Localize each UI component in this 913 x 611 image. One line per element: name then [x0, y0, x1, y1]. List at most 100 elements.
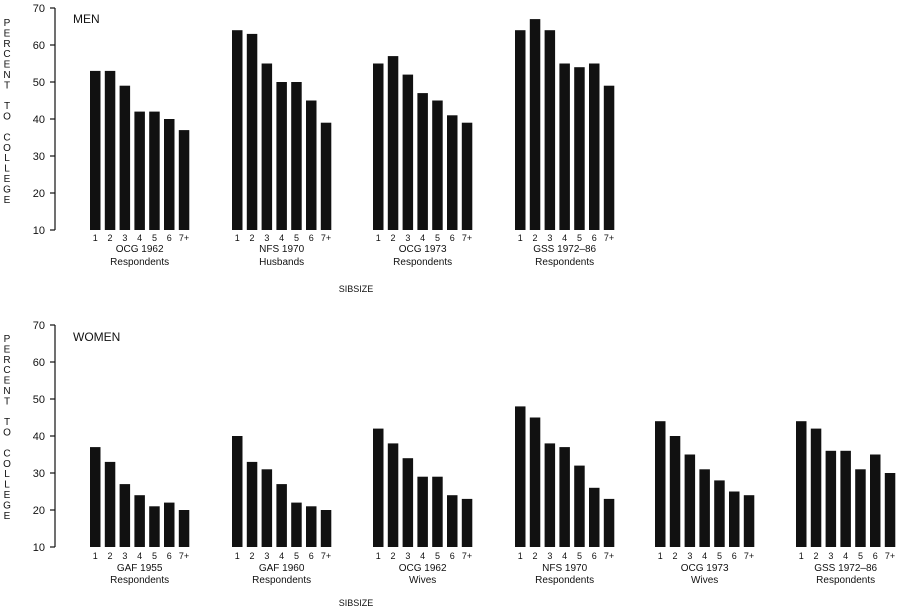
- women-y-axis-title-char: E: [4, 490, 11, 501]
- women-category-label: 2: [250, 551, 255, 561]
- women-category-label: 3: [122, 551, 127, 561]
- men-category-label: 5: [435, 233, 440, 243]
- women-bar: [603, 498, 615, 547]
- men-bar: [529, 19, 541, 230]
- men-category-label: 4: [562, 233, 567, 243]
- men-y-axis-title-char: P: [4, 18, 11, 29]
- women-bar: [714, 480, 725, 547]
- men-group-label: OCG 1962: [116, 244, 164, 255]
- women-bar: [387, 443, 399, 547]
- women-category-label: 1: [235, 551, 240, 561]
- men-bar: [232, 30, 243, 231]
- women-category-label: 7+: [321, 551, 331, 561]
- women-y-axis-title-char: T: [4, 396, 10, 407]
- men-category-label: 4: [137, 233, 142, 243]
- women-bar: [149, 506, 160, 547]
- women-group-label: OCG 1962: [399, 563, 447, 574]
- women-y-axis-title-char: L: [4, 480, 10, 491]
- men-y-tick-label: 50: [33, 77, 45, 89]
- men-category-label: 3: [405, 233, 410, 243]
- men-y-tick-label: 40: [33, 114, 45, 126]
- women-bar: [684, 454, 696, 547]
- men-bar: [603, 85, 615, 230]
- women-category-label: 7+: [179, 551, 189, 561]
- men-category-label: 6: [450, 233, 455, 243]
- women-bar: [655, 421, 666, 547]
- women-bar: [559, 447, 570, 547]
- women-category-label: 3: [828, 551, 833, 561]
- women-y-tick-label: 10: [33, 542, 45, 554]
- women-x-axis-title: SIBSIZE: [339, 598, 374, 608]
- women-category-label: 7+: [604, 551, 614, 561]
- women-bar: [855, 469, 866, 547]
- women-y-axis-title-char: C: [3, 448, 10, 459]
- men-x-axis-title: SIBSIZE: [339, 284, 374, 294]
- men-category-label: 4: [279, 233, 284, 243]
- women-category-label: 5: [577, 551, 582, 561]
- women-category-label: 3: [405, 551, 410, 561]
- men-category-label: 7+: [604, 233, 614, 243]
- women-y-axis-title-char: R: [3, 355, 10, 366]
- women-category-label: 1: [658, 551, 663, 561]
- women-category-label: 2: [814, 551, 819, 561]
- women-category-label: 1: [799, 551, 804, 561]
- women-bar: [825, 450, 837, 547]
- women-bar: [729, 491, 740, 547]
- men-category-label: 7+: [462, 233, 472, 243]
- women-y-axis-title-char: E: [4, 376, 11, 387]
- women-bar: [119, 484, 131, 547]
- women-category-label: 4: [279, 551, 284, 561]
- women-category-label: 4: [702, 551, 707, 561]
- women-category-label: 3: [264, 551, 269, 561]
- women-category-label: 3: [687, 551, 692, 561]
- women-category-label: 6: [309, 551, 314, 561]
- women-y-axis-title-char: E: [4, 344, 11, 355]
- men-group-label: OCG 1973: [399, 244, 447, 255]
- men-category-label: 4: [420, 233, 425, 243]
- men-y-axis-title-char: O: [3, 143, 11, 154]
- men-bar: [291, 82, 302, 230]
- men-bar: [559, 63, 570, 230]
- men-y-axis-title-char: E: [4, 174, 11, 185]
- men-bar: [149, 111, 160, 230]
- men-y-axis-title-char: O: [3, 112, 11, 123]
- women-bar: [589, 487, 600, 547]
- men-category-label: 6: [592, 233, 597, 243]
- women-bar: [320, 510, 332, 547]
- men-category-label: 1: [376, 233, 381, 243]
- women-group-sublabel: Wives: [691, 575, 718, 586]
- men-bar: [134, 111, 145, 230]
- women-y-axis-title-char: P: [4, 334, 11, 345]
- men-bar: [417, 93, 428, 230]
- women-y-axis-title-char: O: [3, 459, 11, 470]
- women-bar: [261, 469, 273, 547]
- women-group-label: OCG 1973: [681, 563, 729, 574]
- women-category-label: 4: [843, 551, 848, 561]
- men-y-axis-title-char: C: [3, 132, 10, 143]
- men-category-label: 6: [167, 233, 172, 243]
- men-group-label: GSS 1972–86: [533, 244, 596, 255]
- men-category-label: 1: [235, 233, 240, 243]
- women-category-label: 1: [93, 551, 98, 561]
- women-bar: [699, 469, 710, 547]
- men-category-label: 3: [547, 233, 552, 243]
- men-group-sublabel: Respondents: [110, 257, 169, 268]
- women-bar: [164, 502, 175, 547]
- women-group-sublabel: Respondents: [110, 575, 169, 586]
- women-category-label: 1: [518, 551, 523, 561]
- women-y-tick-label: 40: [33, 431, 45, 443]
- men-y-axis-title-char: G: [3, 184, 11, 195]
- men-bar: [119, 85, 131, 230]
- women-category-label: 4: [137, 551, 142, 561]
- men-bar: [589, 63, 600, 230]
- men-category-label: 2: [533, 233, 538, 243]
- women-bar: [306, 506, 317, 547]
- women-bar: [840, 450, 851, 547]
- women-category-label: 5: [435, 551, 440, 561]
- women-bar: [447, 495, 458, 547]
- women-category-label: 1: [376, 551, 381, 561]
- men-category-label: 5: [152, 233, 157, 243]
- men-category-label: 3: [122, 233, 127, 243]
- women-y-tick-label: 60: [33, 357, 45, 369]
